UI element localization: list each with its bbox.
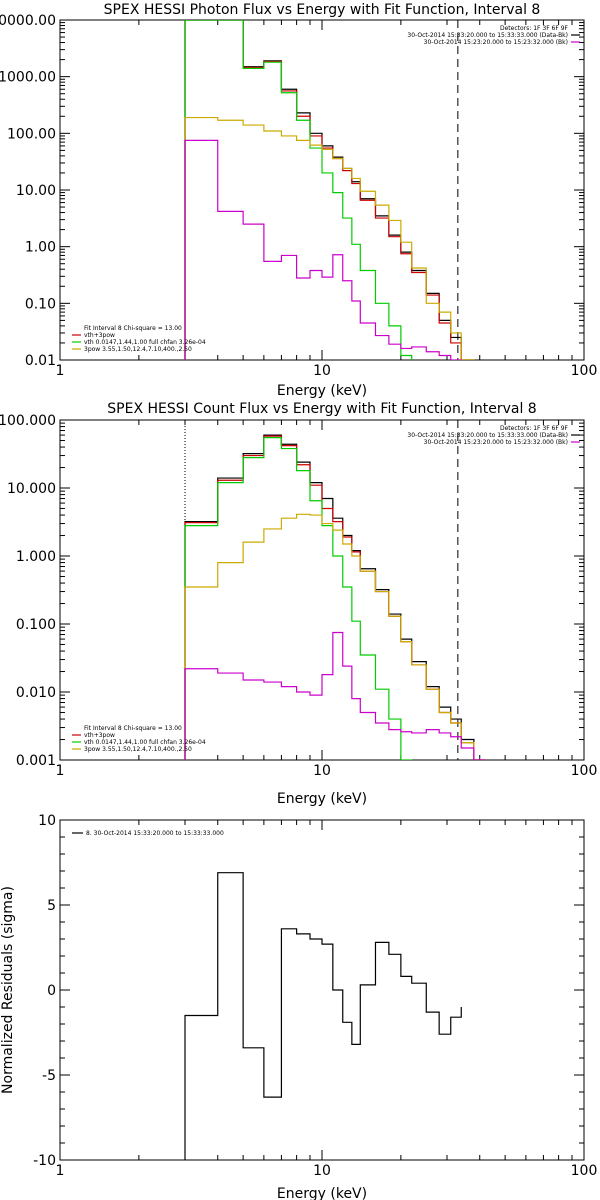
- x-axis-label: Energy (keV): [277, 791, 367, 807]
- plot-frame: [59, 19, 585, 361]
- x-tick-label: 100: [571, 363, 598, 379]
- series-line-1: [184, 435, 486, 760]
- y-tick-label: 0.010: [16, 685, 56, 701]
- y-tick-label: 1.000: [16, 549, 56, 565]
- plot-marks: 1 10 100 -10 -5 0 5 10 8. 30-Oct-2014 15:33:20.0…: [33, 813, 597, 1179]
- y-tick-label: 0.10: [25, 296, 56, 312]
- y-tick-label: -5: [42, 1068, 56, 1084]
- chart-title: SPEX HESSI Photon Flux vs Energy with Fi…: [104, 2, 541, 18]
- y-tick-label: 0.100: [16, 617, 56, 633]
- series-line-1: [184, 20, 475, 360]
- x-tick-label: 10: [313, 763, 331, 779]
- x-tick-label: 1: [56, 763, 65, 779]
- legend-entry: vth+3pow: [84, 332, 115, 339]
- residuals-chart: 1 10 100 -10 -5 0 5 10 8. 30-Oct-2014 15:33:20.0…: [0, 813, 597, 1200]
- legend-entry: Detectors: 1F 3F 6F 9F: [500, 425, 569, 432]
- y-tick-label: 0.01: [25, 353, 56, 369]
- legend-entry: Detectors: 1F 3F 6F 9F: [500, 25, 569, 32]
- x-axis-label: Energy (keV): [277, 1186, 367, 1200]
- x-tick-label: 10: [313, 1163, 331, 1179]
- y-tick-label: 100.000: [0, 413, 56, 429]
- legend-entry: 8. 30-Oct-2014 15:33:20.000 to 15:33:33.…: [86, 830, 224, 837]
- y-tick-label: 1000.00: [0, 70, 56, 86]
- x-tick-label: 1: [56, 363, 65, 379]
- legend-entry: 3pow 3.55,1.50,12.4,7.10,400.,2.50: [84, 746, 192, 753]
- legend-entry: 3pow 3.55,1.50,12.4,7.10,400.,2.50: [84, 346, 192, 353]
- x-axis-label: Energy (keV): [277, 383, 367, 399]
- y-tick-label: 0.001: [16, 753, 56, 769]
- series-line-4: [184, 139, 462, 360]
- plot-marks: 1 10 100 0.001 0.010 0.100 1.000 10.000 100.000 D…: [0, 413, 598, 779]
- count-flux-chart: SPEX HESSI Count Flux vs Energy with Fit…: [0, 401, 597, 807]
- legend-entry: vth 0.0147,1.44,1.00 full chfan 3.26e-04: [84, 739, 206, 746]
- plot-frame: [59, 419, 585, 761]
- plot-frame: [59, 819, 585, 1161]
- series-line-0: [184, 872, 462, 1160]
- legend-entry: 30-Oct-2014 15:23:20.000 to 15:23:32.000…: [424, 439, 568, 446]
- legend-entry: 30-Oct-2014 15:33:20.000 to 15:33:33.000…: [407, 432, 568, 439]
- series-line-0: [184, 20, 475, 360]
- x-tick-label: 1: [56, 1163, 65, 1179]
- y-tick-label: -10: [33, 1153, 56, 1169]
- y-tick-label: 0000.00: [0, 13, 56, 29]
- y-tick-label: 0: [47, 983, 56, 999]
- series-line-2: [184, 20, 413, 360]
- series-line-2: [184, 437, 413, 760]
- legend-entry: Fit Interval 8 Chi-square = 13.00: [84, 725, 182, 732]
- chart-title: SPEX HESSI Count Flux vs Energy with Fit…: [107, 401, 536, 417]
- y-tick-label: 1.00: [25, 240, 56, 256]
- legend-entry: Fit Interval 8 Chi-square = 13.00: [84, 325, 182, 332]
- series-line-3: [184, 513, 486, 760]
- photon-flux-chart: SPEX HESSI Photon Flux vs Energy with Fi…: [0, 2, 597, 399]
- y-tick-label: 10: [38, 813, 56, 829]
- x-tick-label: 100: [571, 1163, 598, 1179]
- y-tick-label: 10.000: [7, 481, 56, 497]
- legend-entry: vth 0.0147,1.44,1.00 full chfan 3.26e-04: [84, 339, 206, 346]
- legend-entry: 30-Oct-2014 15:23:20.000 to 15:23:32.000…: [424, 39, 568, 46]
- x-tick-label: 10: [313, 363, 331, 379]
- legend-entry: 30-Oct-2014 15:33:20.000 to 15:33:33.000…: [407, 32, 568, 39]
- series-line-4: [184, 631, 486, 760]
- series-line-3: [184, 116, 475, 360]
- legend-entry: vth+3pow: [84, 732, 115, 739]
- y-tick-label: 100.00: [7, 126, 56, 142]
- y-axis-label: Normalized Residuals (sigma): [0, 886, 16, 1094]
- plot-marks: 1 10 100 0.01 0.10 1.00 10.00 100.00 1000.00 0000…: [0, 13, 597, 379]
- x-tick-label: 100: [571, 763, 598, 779]
- y-tick-label: 5: [47, 898, 56, 914]
- y-tick-label: 10.00: [16, 183, 56, 199]
- series-line-0: [184, 434, 486, 760]
